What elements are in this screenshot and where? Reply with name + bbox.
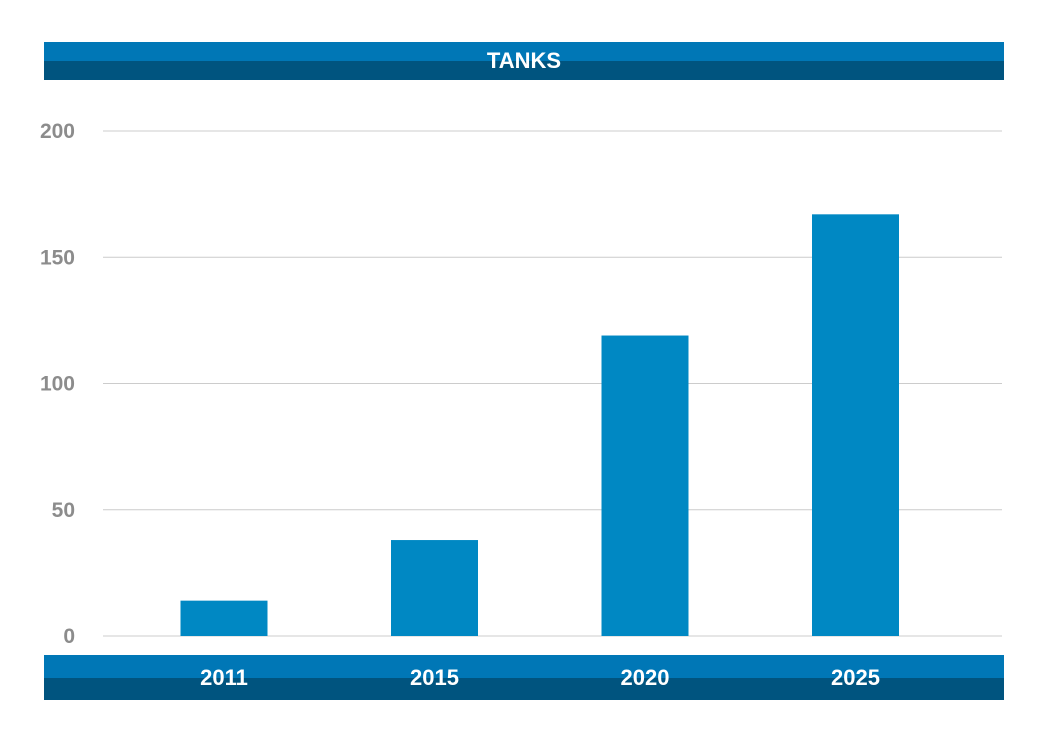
y-tick-label: 100 [40,373,75,396]
category-band-top [44,655,1004,678]
title-band: TANKS [44,42,1004,80]
category-band [44,655,1004,700]
y-tick-label: 150 [40,246,75,269]
bars [180,214,899,636]
chart-title: TANKS [487,48,561,73]
bar-2011 [180,600,268,636]
x-axis-labels: 2011 2015 2020 2025 [200,665,880,690]
title-band-top [44,42,1004,61]
category-band-bottom [44,678,1004,700]
bar-2025 [812,214,899,636]
title-band-bottom [44,61,1004,80]
x-category-label: 2020 [621,665,670,690]
x-category-label: 2015 [410,665,459,690]
bar-2020 [601,335,689,636]
y-axis-ticks: 0 50 100 150 200 [40,120,75,648]
y-tick-label: 50 [52,499,75,522]
x-category-label: 2025 [831,665,880,690]
bar-2015 [391,540,478,636]
y-tick-label: 0 [63,625,75,648]
y-tick-label: 200 [40,120,75,143]
x-category-label: 2011 [200,665,248,690]
